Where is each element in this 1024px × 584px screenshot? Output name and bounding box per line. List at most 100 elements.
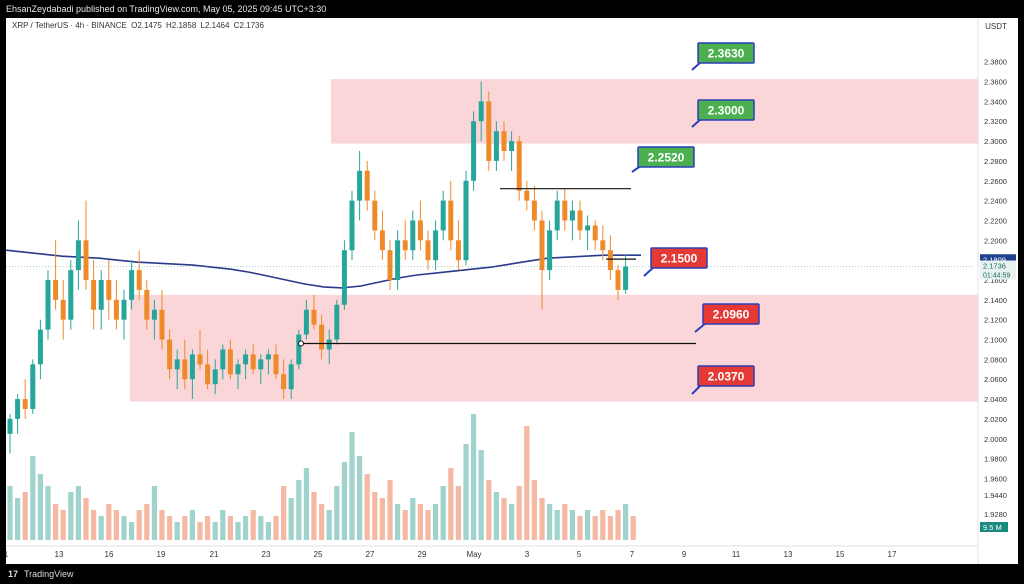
symbol-info: XRP / TetherUS · 4h · BINANCE O2.1475 H2… bbox=[12, 21, 266, 30]
current-price-badge bbox=[980, 260, 1016, 280]
volume-bar bbox=[539, 498, 545, 540]
candle bbox=[463, 180, 469, 261]
candle bbox=[319, 324, 325, 350]
volume-bar bbox=[349, 432, 355, 540]
volume-bar bbox=[281, 486, 287, 540]
candle bbox=[15, 399, 21, 419]
countdown-text: 01:44:59 bbox=[983, 273, 1010, 280]
price-tick-label: 2.2400 bbox=[984, 197, 1007, 206]
candle bbox=[68, 270, 74, 320]
chart-area[interactable]: 2.3630 2.3000 2.2520 2.1500 2.0960 2.0370 USDT… bbox=[6, 18, 1018, 564]
time-tick-label: 13 bbox=[784, 550, 793, 559]
volume-bar bbox=[106, 504, 112, 540]
candle bbox=[30, 364, 36, 409]
level-label-box[interactable] bbox=[637, 146, 695, 168]
level-label-box[interactable] bbox=[650, 247, 708, 269]
tradingview-logo-icon[interactable]: 17 bbox=[8, 569, 19, 579]
time-tick-label: 27 bbox=[366, 550, 375, 559]
level-label-box[interactable] bbox=[702, 303, 760, 325]
time-tick-label: 1 bbox=[6, 550, 9, 559]
candle bbox=[395, 240, 401, 280]
volume-bar bbox=[45, 486, 51, 540]
candle bbox=[448, 200, 454, 241]
candle bbox=[607, 250, 613, 271]
volume-bar bbox=[440, 486, 446, 540]
volume-bar bbox=[402, 510, 408, 540]
tradingview-brand[interactable]: TradingView bbox=[24, 569, 74, 579]
volume-bar bbox=[311, 492, 317, 540]
volume-bar bbox=[372, 492, 378, 540]
candle bbox=[250, 354, 256, 370]
candle bbox=[22, 399, 28, 409]
price-chart[interactable]: 2.3630 2.3000 2.2520 2.1500 2.0960 2.0370 USDT… bbox=[6, 18, 1018, 564]
volume-bar bbox=[296, 480, 302, 540]
volume-bar bbox=[478, 450, 484, 540]
candle bbox=[402, 240, 408, 251]
level-anchor bbox=[298, 340, 304, 347]
candle bbox=[509, 141, 515, 151]
volume-bar bbox=[357, 456, 363, 540]
price-tick-label: 2.2200 bbox=[984, 216, 1007, 225]
footer-bar: 17 TradingView bbox=[0, 564, 1024, 584]
price-tick-label: 2.2800 bbox=[984, 157, 1007, 166]
volume-bar bbox=[258, 516, 264, 540]
time-tick-label: 23 bbox=[262, 550, 271, 559]
volume-bar bbox=[129, 522, 135, 540]
symbol-pair[interactable]: XRP / TetherUS · 4h · BINANCE bbox=[12, 21, 127, 30]
volume-bar bbox=[235, 522, 241, 540]
volume-bar bbox=[265, 522, 271, 540]
volume-bar bbox=[68, 492, 74, 540]
candle bbox=[471, 121, 477, 181]
candle bbox=[205, 364, 211, 385]
candle bbox=[98, 280, 104, 310]
candle bbox=[235, 364, 241, 375]
candle bbox=[159, 309, 165, 340]
candle bbox=[577, 210, 583, 231]
volume-bar bbox=[486, 480, 492, 540]
time-tick-label: 7 bbox=[630, 550, 635, 559]
price-tick-label: 2.0400 bbox=[984, 395, 1007, 404]
volume-bar bbox=[53, 504, 59, 540]
volume-bar bbox=[98, 516, 104, 540]
ohlc-low: L2.1464 bbox=[200, 21, 230, 30]
volume-bar bbox=[509, 504, 515, 540]
candle bbox=[167, 339, 173, 370]
volume-bar bbox=[425, 510, 431, 540]
volume-bar bbox=[516, 486, 522, 540]
candle bbox=[311, 309, 317, 325]
volume-bar bbox=[326, 510, 332, 540]
candle bbox=[326, 339, 332, 350]
volume-bar bbox=[60, 510, 66, 540]
volume-bar bbox=[607, 516, 613, 540]
level-label-box[interactable] bbox=[697, 99, 755, 121]
price-tick-label: 2.0800 bbox=[984, 355, 1007, 364]
supply-demand-zone bbox=[130, 294, 978, 402]
candle bbox=[562, 200, 568, 221]
candle bbox=[357, 170, 363, 201]
volume-bar bbox=[615, 510, 621, 540]
price-tick-label: 2.3400 bbox=[984, 97, 1007, 106]
candle bbox=[569, 210, 575, 221]
candle bbox=[433, 230, 439, 261]
price-tick-label: 2.1200 bbox=[984, 316, 1007, 325]
volume-bar bbox=[554, 510, 560, 540]
price-tick-label: 2.3800 bbox=[984, 58, 1007, 67]
candle bbox=[212, 369, 218, 385]
level-label-box[interactable] bbox=[697, 42, 755, 64]
time-tick-label: 5 bbox=[577, 550, 582, 559]
price-tick-label: 2.3000 bbox=[984, 137, 1007, 146]
volume-badge bbox=[980, 522, 1008, 532]
time-tick-label: May bbox=[466, 550, 481, 559]
volume-bar bbox=[471, 414, 477, 540]
level-label-box[interactable] bbox=[697, 365, 755, 387]
candle bbox=[83, 240, 89, 280]
candle bbox=[493, 131, 499, 161]
price-tick-label: 1.9600 bbox=[984, 474, 1007, 483]
level-label-2.0960: 2.0960 bbox=[713, 308, 750, 322]
candle bbox=[37, 329, 43, 365]
time-tick-label: 17 bbox=[888, 550, 897, 559]
volume-bar bbox=[341, 462, 347, 540]
candle bbox=[296, 334, 302, 365]
volume-bar bbox=[144, 504, 150, 540]
candle bbox=[531, 200, 537, 221]
